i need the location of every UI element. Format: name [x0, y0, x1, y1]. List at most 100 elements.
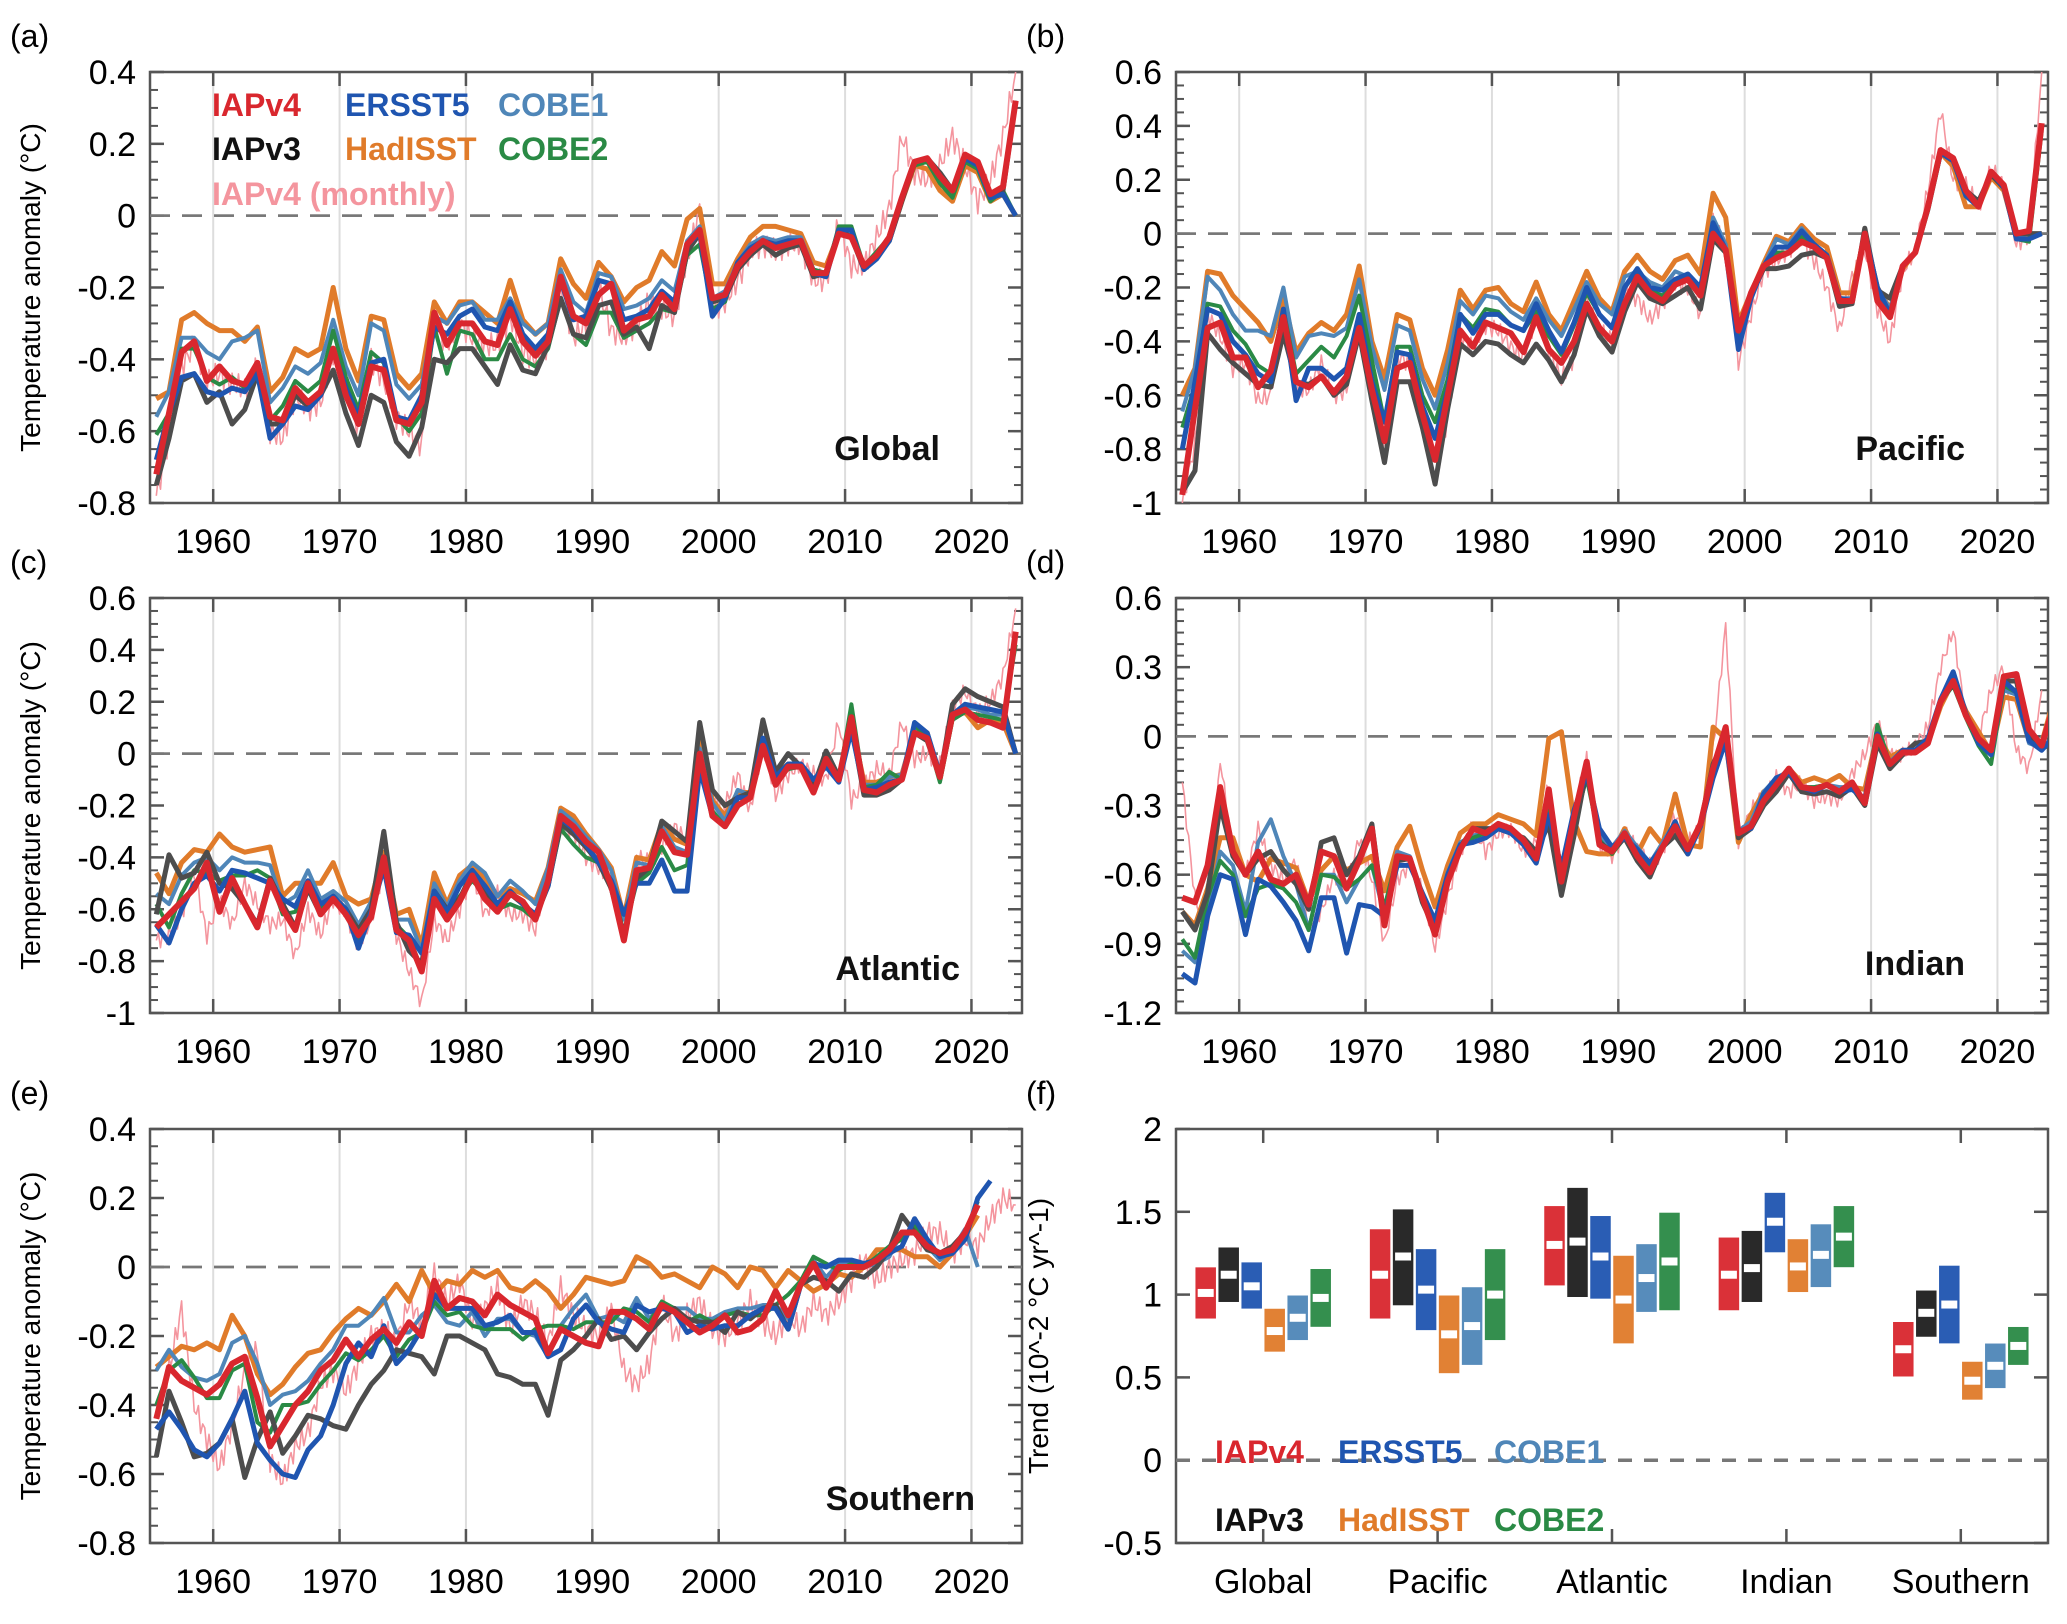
x-tick-label: 1970 [302, 1563, 378, 1601]
median-marker [1895, 1345, 1912, 1354]
median-marker [1372, 1270, 1389, 1279]
x-tick-label: 1960 [175, 1563, 251, 1601]
y-tick-label: -0.6 [1103, 857, 1162, 895]
x-tick-label: 1980 [428, 523, 504, 561]
x-tick-label: 1980 [428, 1033, 504, 1071]
y-tick-label: 1 [1143, 1277, 1162, 1315]
y-tick-label: -0.6 [77, 413, 136, 451]
y-tick-label: 0.2 [89, 1180, 136, 1218]
y-tick-label: 0.4 [89, 632, 136, 670]
median-marker [1243, 1282, 1260, 1291]
median-marker [1220, 1270, 1237, 1279]
panel-f: (f) -0.5 0 0.5 1 1.5 2 Trend (10^-2 °C yr^-1) Gl… [1023, 1075, 2050, 1601]
panel-b: (b) -1 -0.8 -0.6 -0.4 -0.2 0 0.2 0.4 0.6 1960 1970 1… [1026, 18, 2050, 561]
x-tick-label: 1960 [1201, 523, 1277, 561]
legend-item-ersst5: ERSST5 [1338, 1434, 1462, 1470]
legend-item-cobe2: COBE2 [1494, 1502, 1604, 1538]
series-line-cobe1 [154, 1227, 980, 1407]
plot-area [148, 70, 1024, 505]
category-label: Atlantic [1556, 1563, 1668, 1601]
y-tick-label: 0.6 [89, 580, 136, 618]
y-tick-label: -0.4 [77, 1387, 136, 1425]
x-tick-label: 2010 [807, 523, 883, 561]
plot-area [1174, 70, 2050, 505]
y-tick-label: -0.8 [77, 1525, 136, 1563]
x-tick-label: 2000 [681, 1563, 757, 1601]
y-tick-label: 0.4 [89, 1111, 136, 1149]
y-axis-label: Trend (10^-2 °C yr^-1) [1023, 1198, 1054, 1474]
y-tick-label: -0.6 [77, 1456, 136, 1494]
x-tick-label: 1960 [175, 1033, 251, 1071]
median-marker [1289, 1313, 1306, 1322]
panel-label: (d) [1026, 544, 1065, 580]
series-group [1179, 72, 2045, 503]
series-line-iapv4 [153, 100, 1019, 475]
x-tick-label: 1970 [302, 1033, 378, 1071]
y-tick-label: -0.8 [77, 943, 136, 981]
y-tick-label: -0.4 [77, 839, 136, 877]
x-tick-label: 2000 [1707, 523, 1783, 561]
y-tick-label: 0 [117, 1249, 136, 1287]
median-marker [1789, 1262, 1806, 1271]
y-tick-label: -0.8 [1103, 431, 1162, 469]
plot-area [148, 596, 1024, 1015]
y-tick-label: 0 [117, 198, 136, 236]
median-marker [1418, 1285, 1435, 1294]
median-marker [1987, 1361, 2004, 1370]
y-axis-label: Temperature anomaly (°C) [15, 1172, 46, 1501]
x-tick-label: 2010 [1833, 1033, 1909, 1071]
series-line-iapv4 [1179, 122, 2045, 496]
x-tick-label: 1990 [1580, 523, 1656, 561]
y-axis-label: Temperature anomaly (°C) [15, 123, 46, 452]
y-tick-label: -0.2 [77, 788, 136, 826]
legend: IAPv4 ERSST5 COBE1 IAPv3 HadISST COBE2 IAPv4 (… [212, 87, 608, 212]
x-tick-label: 1980 [1454, 523, 1530, 561]
median-marker [1266, 1327, 1283, 1336]
median-marker [1766, 1217, 1783, 1226]
median-marker [1592, 1252, 1609, 1261]
series-line-hadisst [154, 1213, 980, 1398]
category-label: Pacific [1388, 1563, 1488, 1601]
y-tick-label: 0 [117, 736, 136, 774]
y-tick-label: -0.9 [1103, 926, 1162, 964]
legend-item-iapv4: IAPv4 [212, 87, 301, 123]
median-marker [1661, 1257, 1678, 1266]
legend-item-iapv4-monthly: IAPv4 (monthly) [212, 176, 456, 212]
median-marker [1918, 1308, 1935, 1317]
median-marker [1835, 1232, 1852, 1241]
panel-c: (c) -1 -0.8 -0.6 -0.4 -0.2 0 0.2 0.4 0.6 Temperatu… [10, 544, 1024, 1071]
y-tick-label: -1 [106, 995, 136, 1033]
y-tick-label: 0.5 [1115, 1359, 1162, 1397]
median-marker [1197, 1288, 1214, 1297]
panel-label: (f) [1026, 1075, 1056, 1111]
legend-item-iapv4: IAPv4 [1215, 1434, 1304, 1470]
y-tick-label: 0.2 [89, 126, 136, 164]
legend-item-ersst5: ERSST5 [345, 87, 469, 123]
series-group [153, 608, 1019, 1008]
x-tick-label: 2010 [807, 1033, 883, 1071]
x-tick-label: 1960 [1201, 1033, 1277, 1071]
panel-label: (c) [10, 544, 47, 580]
series-line-iapv4 [153, 1203, 981, 1450]
y-axis-label: Temperature anomaly (°C) [15, 641, 46, 970]
median-marker [1812, 1250, 1829, 1259]
series-group [1180, 621, 2048, 986]
x-tick-label: 1990 [554, 1563, 630, 1601]
y-tick-label: 2 [1143, 1111, 1162, 1149]
category-label: Southern [1892, 1563, 2030, 1601]
y-tick-label: -0.2 [1103, 270, 1162, 308]
x-tick-label: 1980 [428, 1563, 504, 1601]
y-tick-label: -0.6 [77, 891, 136, 929]
median-marker [1941, 1300, 1958, 1309]
y-tick-label: 0.4 [89, 54, 136, 92]
plot-area [1174, 596, 2050, 1015]
y-tick-label: -0.2 [77, 270, 136, 308]
region-label: Atlantic [835, 950, 960, 988]
series-group [153, 72, 1019, 496]
series-group [153, 1179, 1016, 1486]
category-label: Indian [1740, 1563, 1833, 1601]
x-tick-label: 2020 [934, 1033, 1010, 1071]
y-tick-label: -0.4 [77, 341, 136, 379]
median-marker [1487, 1290, 1504, 1299]
legend-item-hadisst: HadISST [1338, 1502, 1470, 1538]
